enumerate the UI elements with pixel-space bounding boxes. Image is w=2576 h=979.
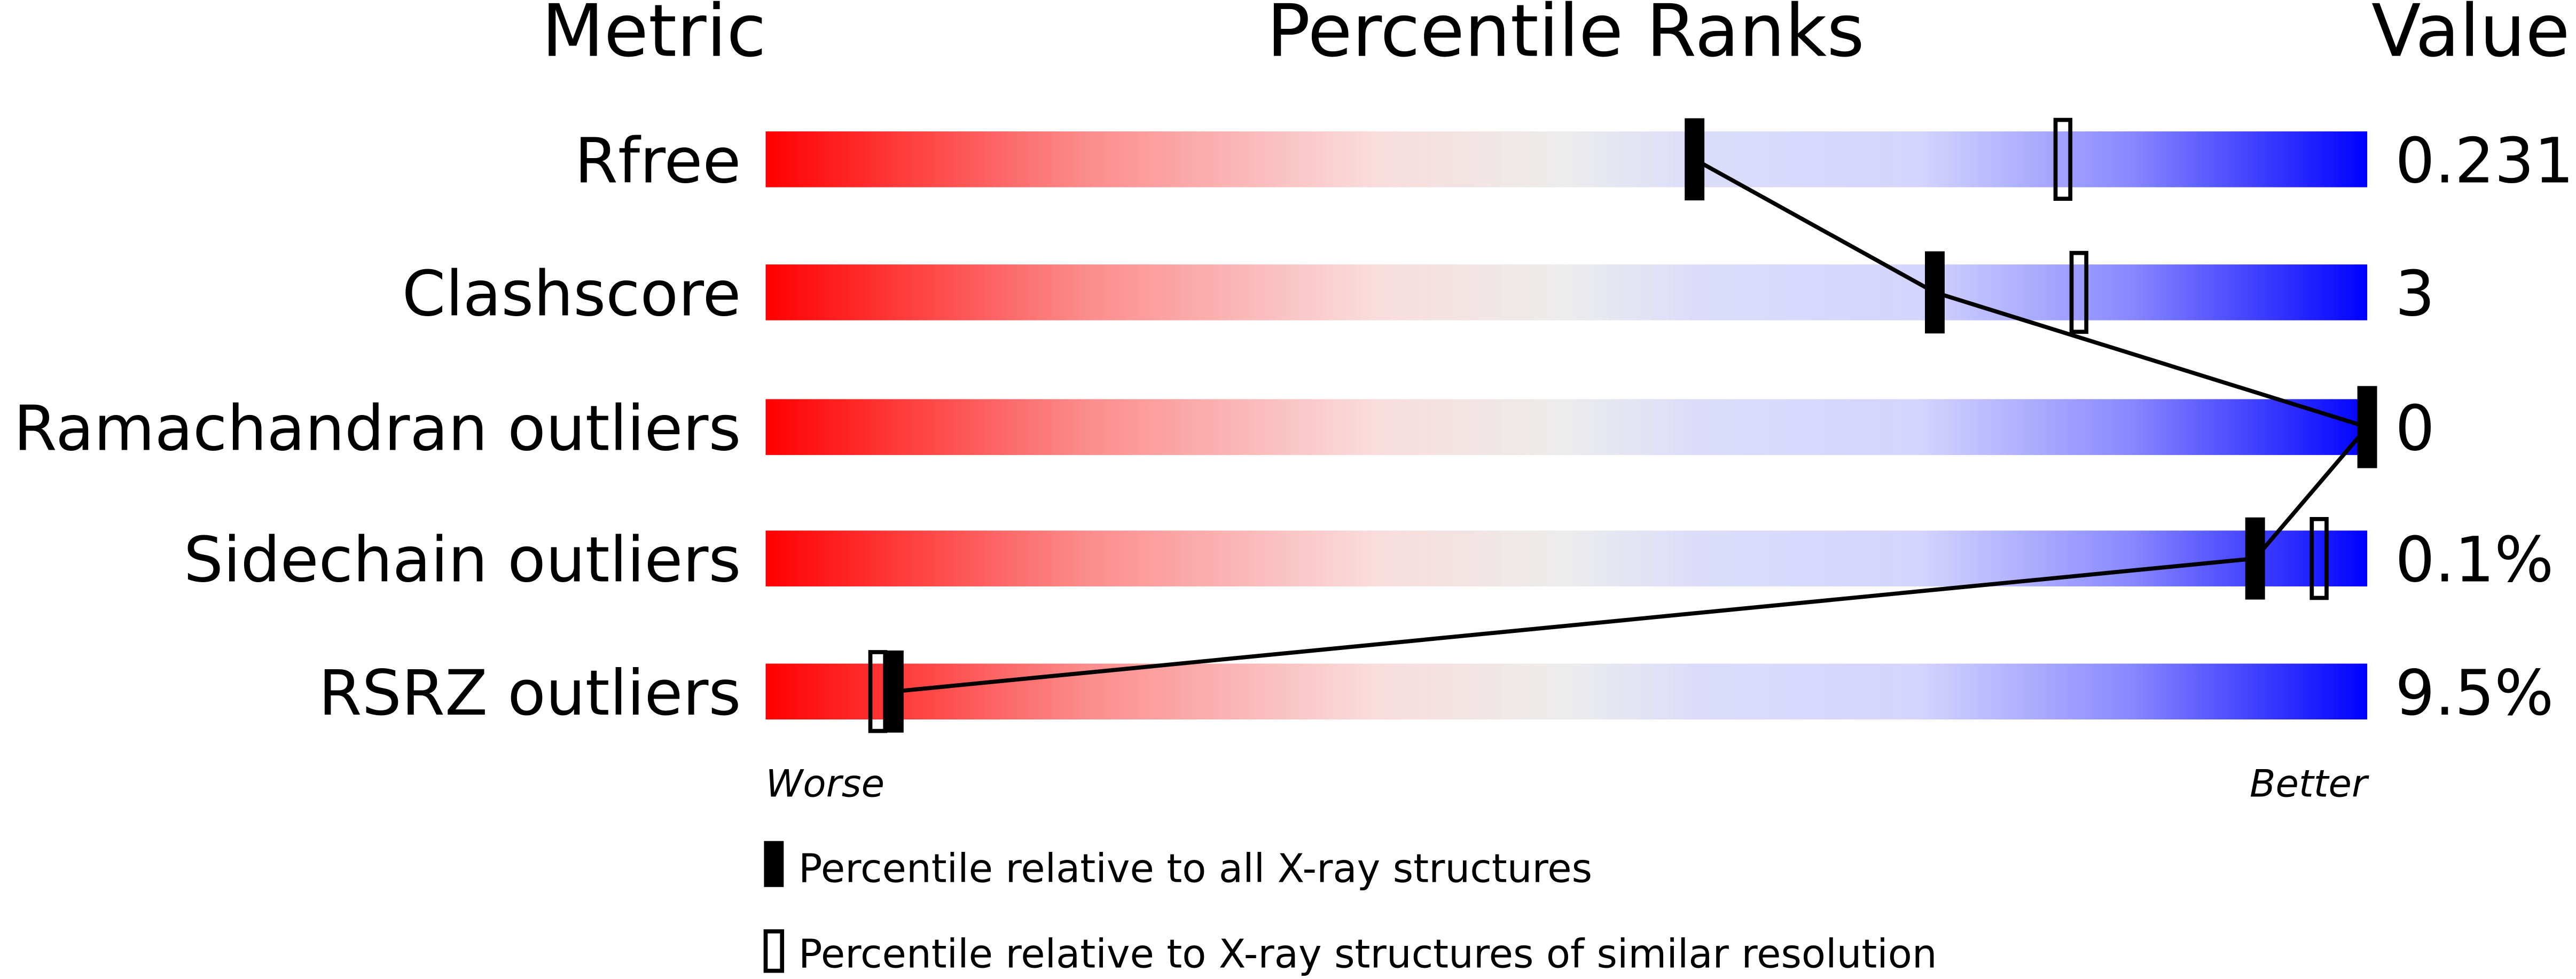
better-label: Better [2250,762,2369,806]
percentile-bar [765,399,2368,455]
metric-label: Rfree [575,124,741,197]
similar-resolution-marker [2309,517,2329,600]
metric-value: 3 [2395,257,2434,330]
percentile-bar [765,131,2368,187]
all-structures-marker [2245,517,2265,600]
header-percentile-ranks: Percentile Ranks [1267,0,1865,73]
metric-value: 0.231 [2395,124,2574,197]
legend-open-marker [763,929,785,973]
metric-label: Clashscore [402,257,741,330]
percentile-bar [765,530,2368,586]
legend-similar: Percentile relative to X-ray structures … [798,931,1937,977]
header-value: Value [2371,0,2570,73]
metric-value: 0 [2395,393,2434,465]
percentile-bar [765,264,2368,320]
legend-all: Percentile relative to all X-ray structu… [798,846,1592,892]
all-structures-marker [1925,251,1945,334]
similar-resolution-marker [2069,250,2089,334]
metric-value: 0.1% [2395,524,2554,597]
percentile-bar [765,663,2368,720]
metric-label: Sidechain outliers [184,524,741,597]
all-structures-marker [883,650,904,733]
all-structures-marker [2357,386,2377,468]
all-structures-marker [1685,118,1705,201]
metric-label: Ramachandran outliers [13,393,741,465]
legend-filled-marker [764,841,784,887]
metric-label: RSRZ outliers [318,657,741,730]
worse-label: Worse [765,762,884,806]
similar-resolution-marker [2053,118,2073,201]
metric-value: 9.5% [2395,657,2554,730]
header-metric: Metric [542,0,766,73]
